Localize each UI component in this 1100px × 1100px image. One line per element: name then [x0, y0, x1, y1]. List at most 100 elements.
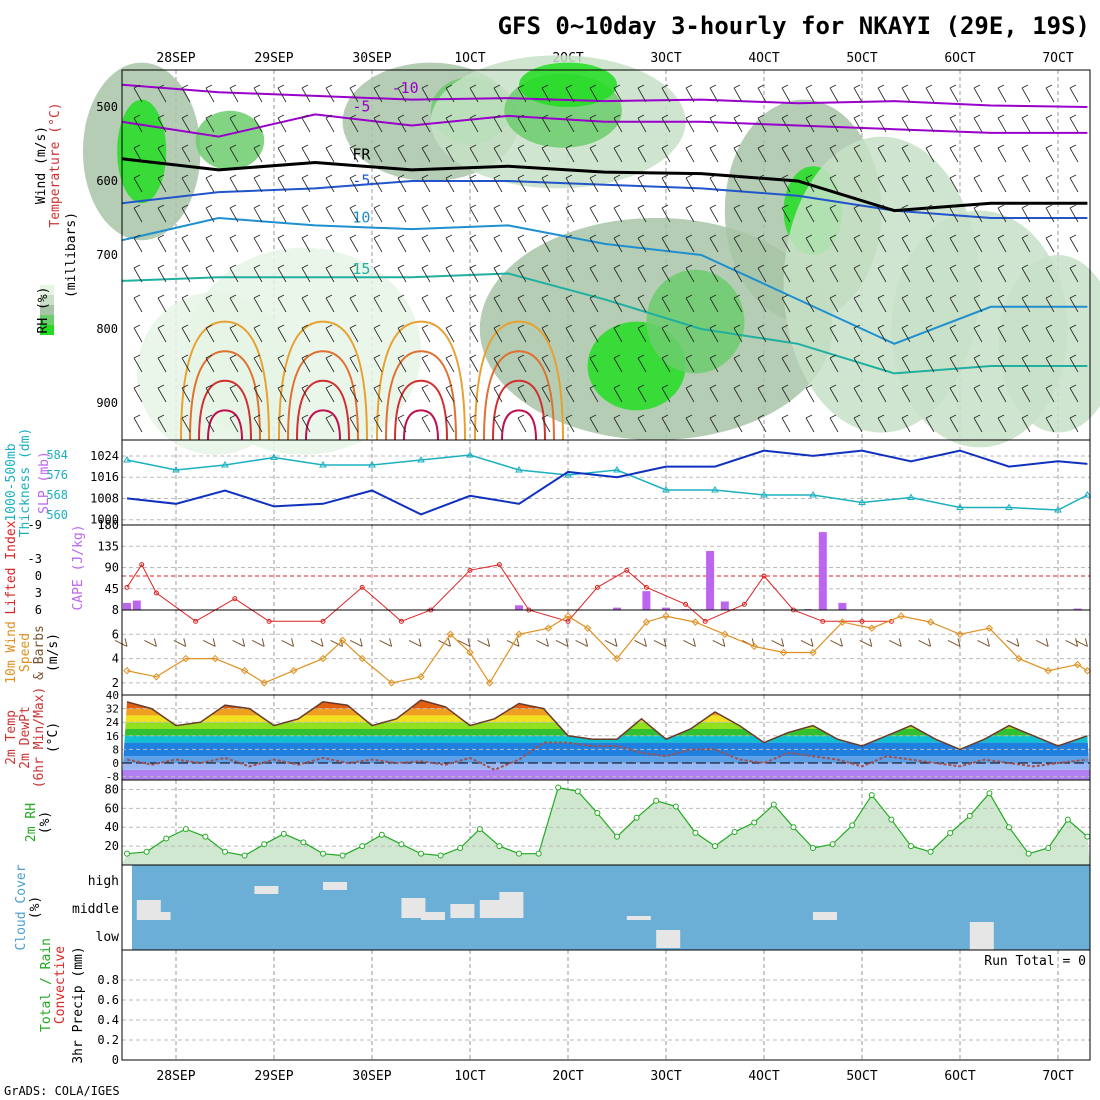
- wind-barb: [493, 264, 503, 283]
- wind-barb: [133, 204, 143, 223]
- wind-speed-marker: [838, 618, 847, 626]
- cape-bar: [613, 607, 621, 610]
- rh-tick: 80: [105, 782, 119, 796]
- li-marker: [153, 590, 159, 596]
- ytick-label: 600: [96, 174, 118, 188]
- footer-credit: GrADS: COLA/IGES: [4, 1084, 120, 1098]
- wind-speed-marker: [152, 673, 161, 681]
- wind-barb: [709, 84, 719, 103]
- wind-barb: [445, 84, 455, 103]
- wind-barb: [1045, 204, 1055, 223]
- wind-speed-marker: [985, 624, 994, 632]
- wind-speed-line: [126, 615, 1088, 685]
- wind-barb: [349, 414, 359, 433]
- wind-barb: [373, 264, 383, 283]
- rh-marker: [829, 841, 836, 848]
- cape-bar: [123, 602, 131, 610]
- contour-label: 15: [352, 260, 370, 278]
- wind-barb: [709, 204, 719, 223]
- wind-barb: [709, 294, 719, 313]
- wind-barb: [613, 204, 623, 223]
- wind-barb: [565, 384, 575, 403]
- thickness-marker: [123, 456, 131, 463]
- bottom-time-label: 3OCT: [650, 1069, 681, 1084]
- cloud-cell: [421, 912, 445, 920]
- rh-marker: [633, 814, 640, 821]
- panel-frame: [121, 949, 1091, 1061]
- thickness-tick: 576: [46, 468, 68, 482]
- wind-barb: [949, 114, 959, 133]
- slp-tick: 1000: [90, 513, 119, 527]
- wind-barb: [997, 324, 1007, 343]
- contour-label: -5: [352, 97, 370, 115]
- wind-speed-marker: [1083, 667, 1092, 675]
- wind-barb: [421, 324, 431, 343]
- rh-marker: [986, 790, 993, 797]
- wind-barb: [853, 264, 863, 283]
- cloud-cell: [450, 904, 475, 918]
- rh-marker: [202, 833, 209, 840]
- wind-speed-marker: [662, 612, 670, 620]
- li-marker: [702, 618, 708, 624]
- wind-barb: [1045, 414, 1055, 433]
- wind-barb: [325, 234, 335, 253]
- wind-barb: [1069, 324, 1079, 343]
- wind-barb: [493, 324, 503, 343]
- wind-barb: [973, 294, 983, 313]
- temperature-band: [122, 769, 1090, 780]
- wind-barb: [733, 264, 743, 283]
- wind-barb: [637, 354, 647, 373]
- panel-ylabel: (%): [38, 811, 53, 834]
- wind-panel: 2 4 6 8 10m Wind Speed & Barbs (m/s): [4, 603, 1092, 696]
- wind-barb: [1069, 144, 1079, 163]
- wind-barb: [709, 414, 719, 433]
- wind-barb: [973, 84, 983, 103]
- wind-barb: [1021, 114, 1031, 133]
- wind-barb: [901, 174, 911, 193]
- wind-speed-marker: [809, 648, 817, 657]
- wind-barb: [925, 264, 935, 283]
- wind-barb: [685, 114, 695, 133]
- precip-panel: 0 0.2 0.4 0.6 0.8 Run Total = 0 Total / Rain Co…: [39, 938, 1091, 1067]
- cape-bar: [838, 602, 847, 610]
- wind-barb: [445, 204, 455, 223]
- cape-bar: [642, 591, 651, 610]
- wind-barb: [325, 204, 335, 223]
- wind-barb: [805, 174, 815, 193]
- wind-barb: [1035, 638, 1049, 647]
- wind-barb: [733, 144, 743, 163]
- rh-marker: [594, 810, 601, 817]
- wind-barb: [949, 204, 959, 223]
- cloud-panel: high middle low Cloud Cover (%): [14, 864, 1091, 951]
- wind-barb: [853, 204, 863, 223]
- wind-barb: [709, 144, 719, 163]
- wind-barb: [181, 114, 191, 133]
- top-time-label: 3OCT: [650, 51, 681, 66]
- rh-marker: [653, 797, 660, 804]
- warm-contour: [278, 320, 368, 441]
- wind-barb: [565, 294, 575, 313]
- wind-speed-marker: [897, 612, 905, 620]
- wind-barb: [133, 324, 143, 343]
- wind-barb: [421, 144, 431, 163]
- wind-barb: [445, 324, 455, 343]
- rh-marker: [163, 835, 170, 842]
- rh-marker: [810, 845, 816, 851]
- wind-barb: [589, 294, 599, 313]
- wind-barb: [757, 114, 767, 133]
- wind-barb: [421, 174, 431, 193]
- wind-barb: [205, 384, 215, 403]
- ytick-label: 800: [96, 322, 118, 336]
- wind-barb: [277, 384, 287, 403]
- wind-barb: [589, 324, 599, 343]
- wind-barb: [565, 204, 575, 223]
- wind-barb: [661, 114, 671, 133]
- wind-barb: [805, 234, 815, 253]
- temperature-band: [122, 763, 1090, 770]
- wind-barb: [301, 144, 311, 163]
- wind-barb: [685, 414, 695, 433]
- wind-barb: [205, 234, 215, 253]
- li-marker: [139, 562, 145, 568]
- wind-speed-marker: [750, 642, 758, 651]
- wind-barb: [853, 84, 863, 103]
